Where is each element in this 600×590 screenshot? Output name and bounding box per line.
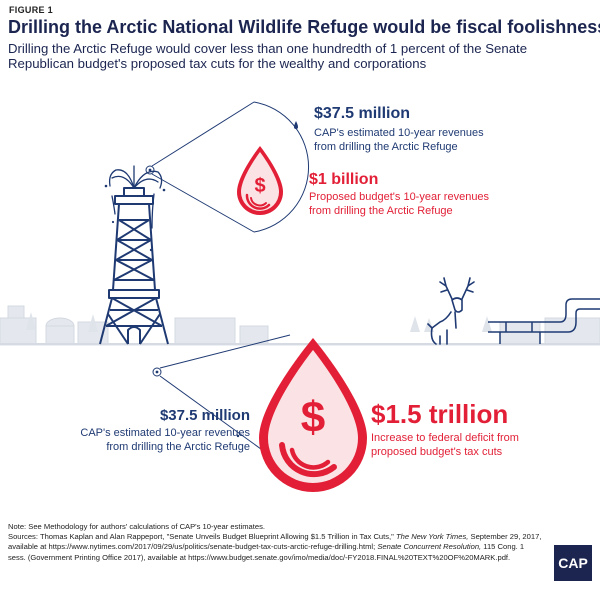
page-title: Drilling the Arctic National Wildlife Re… [8, 17, 600, 37]
drop-icon-top: $ [237, 146, 283, 215]
illustration: $ $ [0, 101, 600, 492]
caribou-icon [427, 277, 475, 345]
oil-rig-icon [99, 187, 169, 345]
notes-sources: Note: See Methodology for authors' calcu… [8, 522, 543, 563]
top-budget-amount: $1 billion [309, 171, 379, 188]
page-subtitle: Drilling the Arctic Refuge would cover l… [8, 41, 528, 71]
deficit-amount: $1.5 trillion [371, 399, 509, 429]
magnifier-top [145, 101, 310, 233]
deficit-description: Increase to federal deficit from propose… [371, 432, 519, 458]
top-budget-description: Proposed budget's 10-year revenues from … [309, 191, 490, 217]
note-line: Note: See Methodology for authors' calcu… [8, 522, 265, 531]
background-buildings [0, 305, 600, 345]
top-cap-amount: $37.5 million [314, 105, 411, 122]
oil-droplets [104, 184, 166, 252]
top-cap-description: CAP's estimated 10-year revenues from dr… [314, 127, 484, 153]
oil-spray [108, 165, 163, 229]
dollar-icon-large: $ [301, 393, 325, 442]
figure-label: FIGURE 1 [9, 5, 53, 15]
drop-icon-bottom: $ [259, 338, 367, 492]
bottom-cap-amount: $37.5 million [159, 407, 250, 424]
drop-icon-small [294, 121, 298, 129]
tiny-drop-bottom [236, 434, 240, 438]
cap-logo: CAP [554, 545, 592, 581]
sources-text: Sources: Thomas Kaplan and Alan Rappepor… [8, 532, 542, 562]
pipeline-icon [488, 298, 600, 344]
bottom-cap-description: CAP's estimated 10-year revenues from dr… [80, 427, 250, 453]
dollar-icon: $ [254, 175, 265, 197]
